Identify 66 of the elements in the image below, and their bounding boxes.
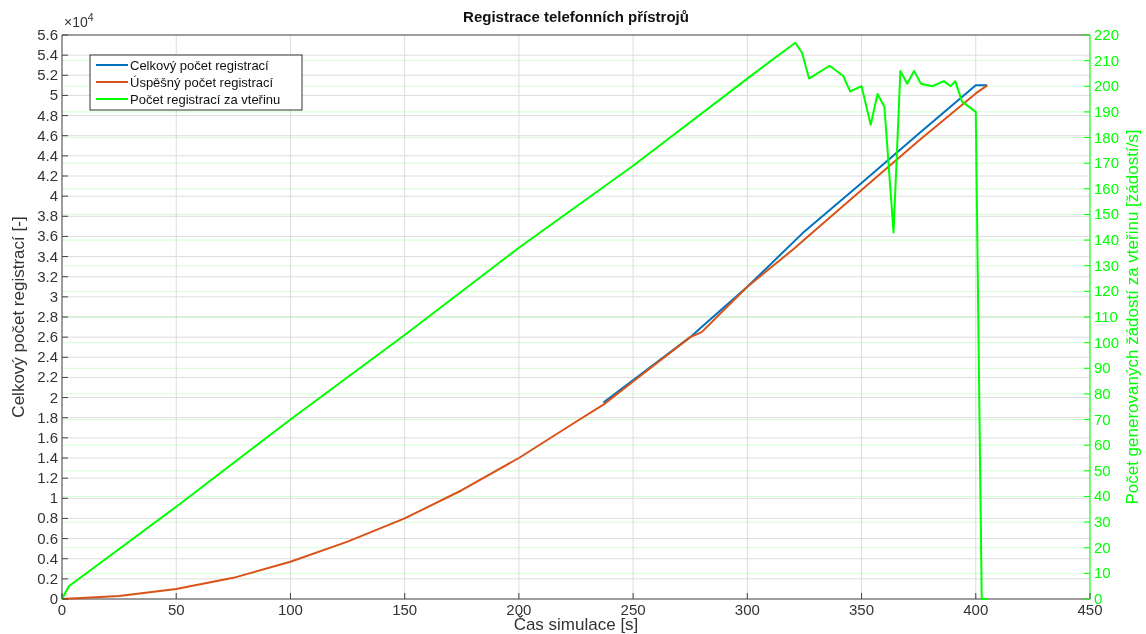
y-tick-label: 4.8 xyxy=(37,106,58,124)
y-tick-label: 3.8 xyxy=(37,207,58,225)
y-tick-label: 0.2 xyxy=(37,569,58,587)
x-tick-label: 400 xyxy=(963,601,989,618)
y-tick-label: 1.8 xyxy=(37,408,58,426)
y-tick-label: 1.4 xyxy=(37,449,58,466)
y-tick-label: 5.6 xyxy=(37,26,58,43)
y2-tick-label: 60 xyxy=(1094,436,1111,454)
y2-tick-label: 70 xyxy=(1094,410,1111,428)
y2-tick-label: 130 xyxy=(1094,256,1120,274)
y-tick-label: 5.2 xyxy=(37,66,58,84)
y2-tick-label: 30 xyxy=(1094,513,1111,531)
y2-axis-title: Počet generovaných žádostí za vteřinu [žádostí/s] xyxy=(1123,129,1142,505)
y-tick-label: 2.2 xyxy=(37,368,58,386)
y-tick-label: 4 xyxy=(49,187,58,205)
y2-tick-label: 160 xyxy=(1094,179,1120,197)
y2-tick-label: 90 xyxy=(1094,359,1111,377)
y2-tick-label: 100 xyxy=(1094,333,1120,351)
y2-tick-label: 110 xyxy=(1094,308,1118,325)
line-series xyxy=(602,84,989,404)
y2-tick-label: 220 xyxy=(1094,26,1120,43)
y-tick-label: 1.2 xyxy=(37,469,58,487)
y-tick-label: 0.6 xyxy=(37,529,58,547)
y-tick-label: 3 xyxy=(49,287,58,305)
y2-tick-label: 190 xyxy=(1094,102,1120,120)
y-tick-label: 0.4 xyxy=(37,549,58,567)
y-tick-label: 4.4 xyxy=(37,146,58,164)
text: ×10$^{4}$ xyxy=(64,11,94,30)
y2-tick-label: 170 xyxy=(1094,154,1120,172)
legend-label: Počet registrací za vteřinu xyxy=(130,92,281,107)
y2-tick-label: 120 xyxy=(1094,282,1120,300)
y-tick-label: 3.2 xyxy=(37,267,58,285)
y2-tick-label: 150 xyxy=(1094,205,1120,223)
y-tick-label: 5.4 xyxy=(37,46,58,64)
y2-tick-label: 140 xyxy=(1094,231,1120,249)
x-tick-label: 50 xyxy=(167,601,185,618)
y-tick-label: 4.6 xyxy=(37,126,58,144)
y-axis-title: Celkový počet registrací [-] xyxy=(9,216,28,418)
y2-tick-label: 200 xyxy=(1094,77,1120,95)
y-tick-label: 2.4 xyxy=(37,348,58,366)
legend-label: Úspěšný počet registrací xyxy=(130,75,274,90)
y-tick-label: 3.6 xyxy=(37,227,58,245)
y-tick-label: 0.8 xyxy=(37,509,58,527)
y-tick-label: 2.6 xyxy=(37,328,58,346)
y2-tick-label: 210 xyxy=(1094,51,1120,69)
y-tick-label: 2.8 xyxy=(37,308,58,325)
y-tick-label: 4.2 xyxy=(37,167,58,184)
x-tick-label: 300 xyxy=(734,601,760,618)
y-tick-label: 3.4 xyxy=(37,247,58,265)
x-tick-label: 100 xyxy=(277,601,303,618)
x-tick-label: 350 xyxy=(849,601,875,618)
y2-tick-label: 50 xyxy=(1094,461,1111,479)
x-tick-label: 250 xyxy=(620,601,646,618)
legend-label: Celkový počet registrací xyxy=(130,58,270,73)
y2-tick-label: 10 xyxy=(1094,564,1111,582)
y-tick-label: 0 xyxy=(49,590,58,607)
y-tick-label: 1.6 xyxy=(37,428,58,446)
chart-title: Registrace telefonních přístrojů xyxy=(463,8,689,25)
y2-tick-label: 40 xyxy=(1094,487,1111,505)
x-tick-label: 150 xyxy=(392,601,418,618)
y-tick-label: 2 xyxy=(49,388,58,406)
y2-tick-label: 80 xyxy=(1094,384,1111,402)
y2-tick-label: 180 xyxy=(1094,128,1120,146)
y-tick-label: 5 xyxy=(49,86,58,104)
y2-tick-label: 20 xyxy=(1094,538,1111,556)
y-tick-label: 1 xyxy=(49,489,58,507)
